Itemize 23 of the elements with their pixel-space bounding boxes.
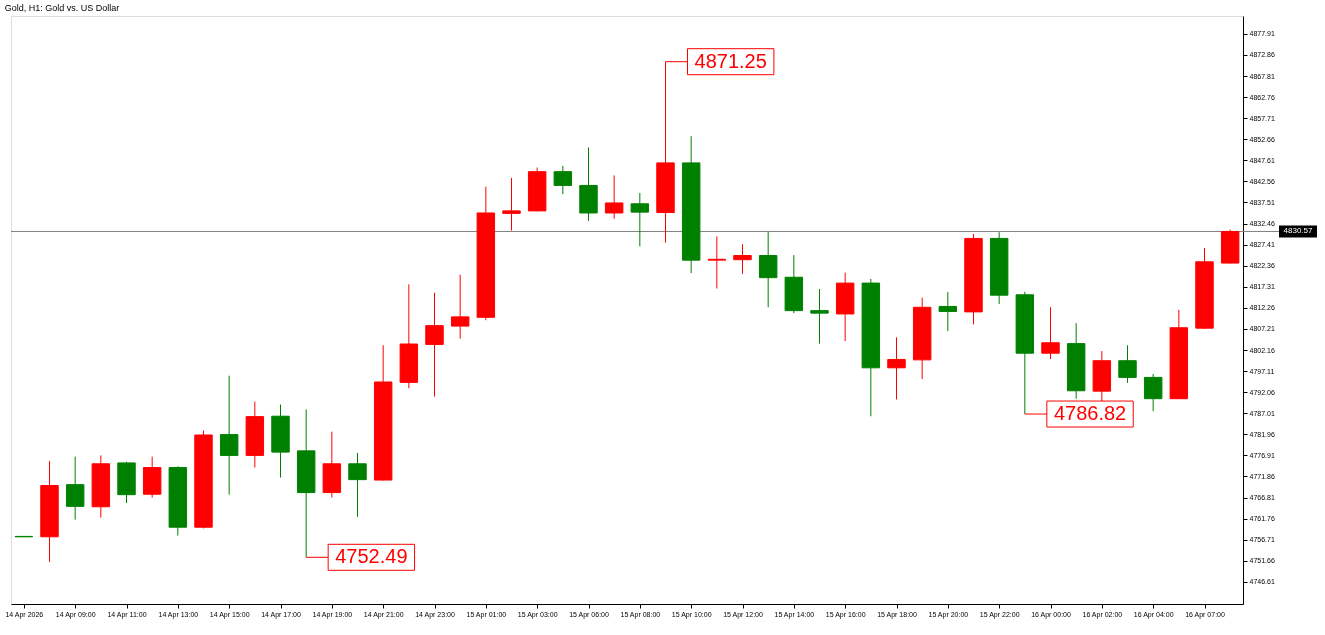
candlestick: [502, 177, 521, 231]
candlestick: [450, 274, 470, 340]
candlestick: [1118, 344, 1137, 384]
ref-line-label: 4830.57: [1283, 226, 1314, 236]
candlestick: [938, 291, 958, 332]
candlestick: [810, 288, 829, 345]
chart-title: Gold, H1: Gold vs. US Dollar: [4, 3, 120, 13]
candlestick: [1041, 306, 1060, 360]
annotation: 4752.49: [335, 545, 408, 568]
candlestick: [887, 336, 906, 401]
candlestick: [348, 452, 367, 518]
candlestick: [1143, 373, 1163, 412]
candlestick: [758, 231, 778, 308]
candlestick: [553, 165, 573, 195]
annotation: 4871.25: [694, 49, 767, 72]
annotation: 4786.82: [1053, 402, 1127, 425]
candlestick: [219, 375, 239, 496]
candlestick: [733, 243, 752, 275]
candlestick: [425, 292, 444, 398]
candlestick: [707, 235, 727, 290]
candlestick: [604, 174, 624, 220]
candlestick: [65, 456, 85, 521]
candlestick: [630, 192, 650, 247]
